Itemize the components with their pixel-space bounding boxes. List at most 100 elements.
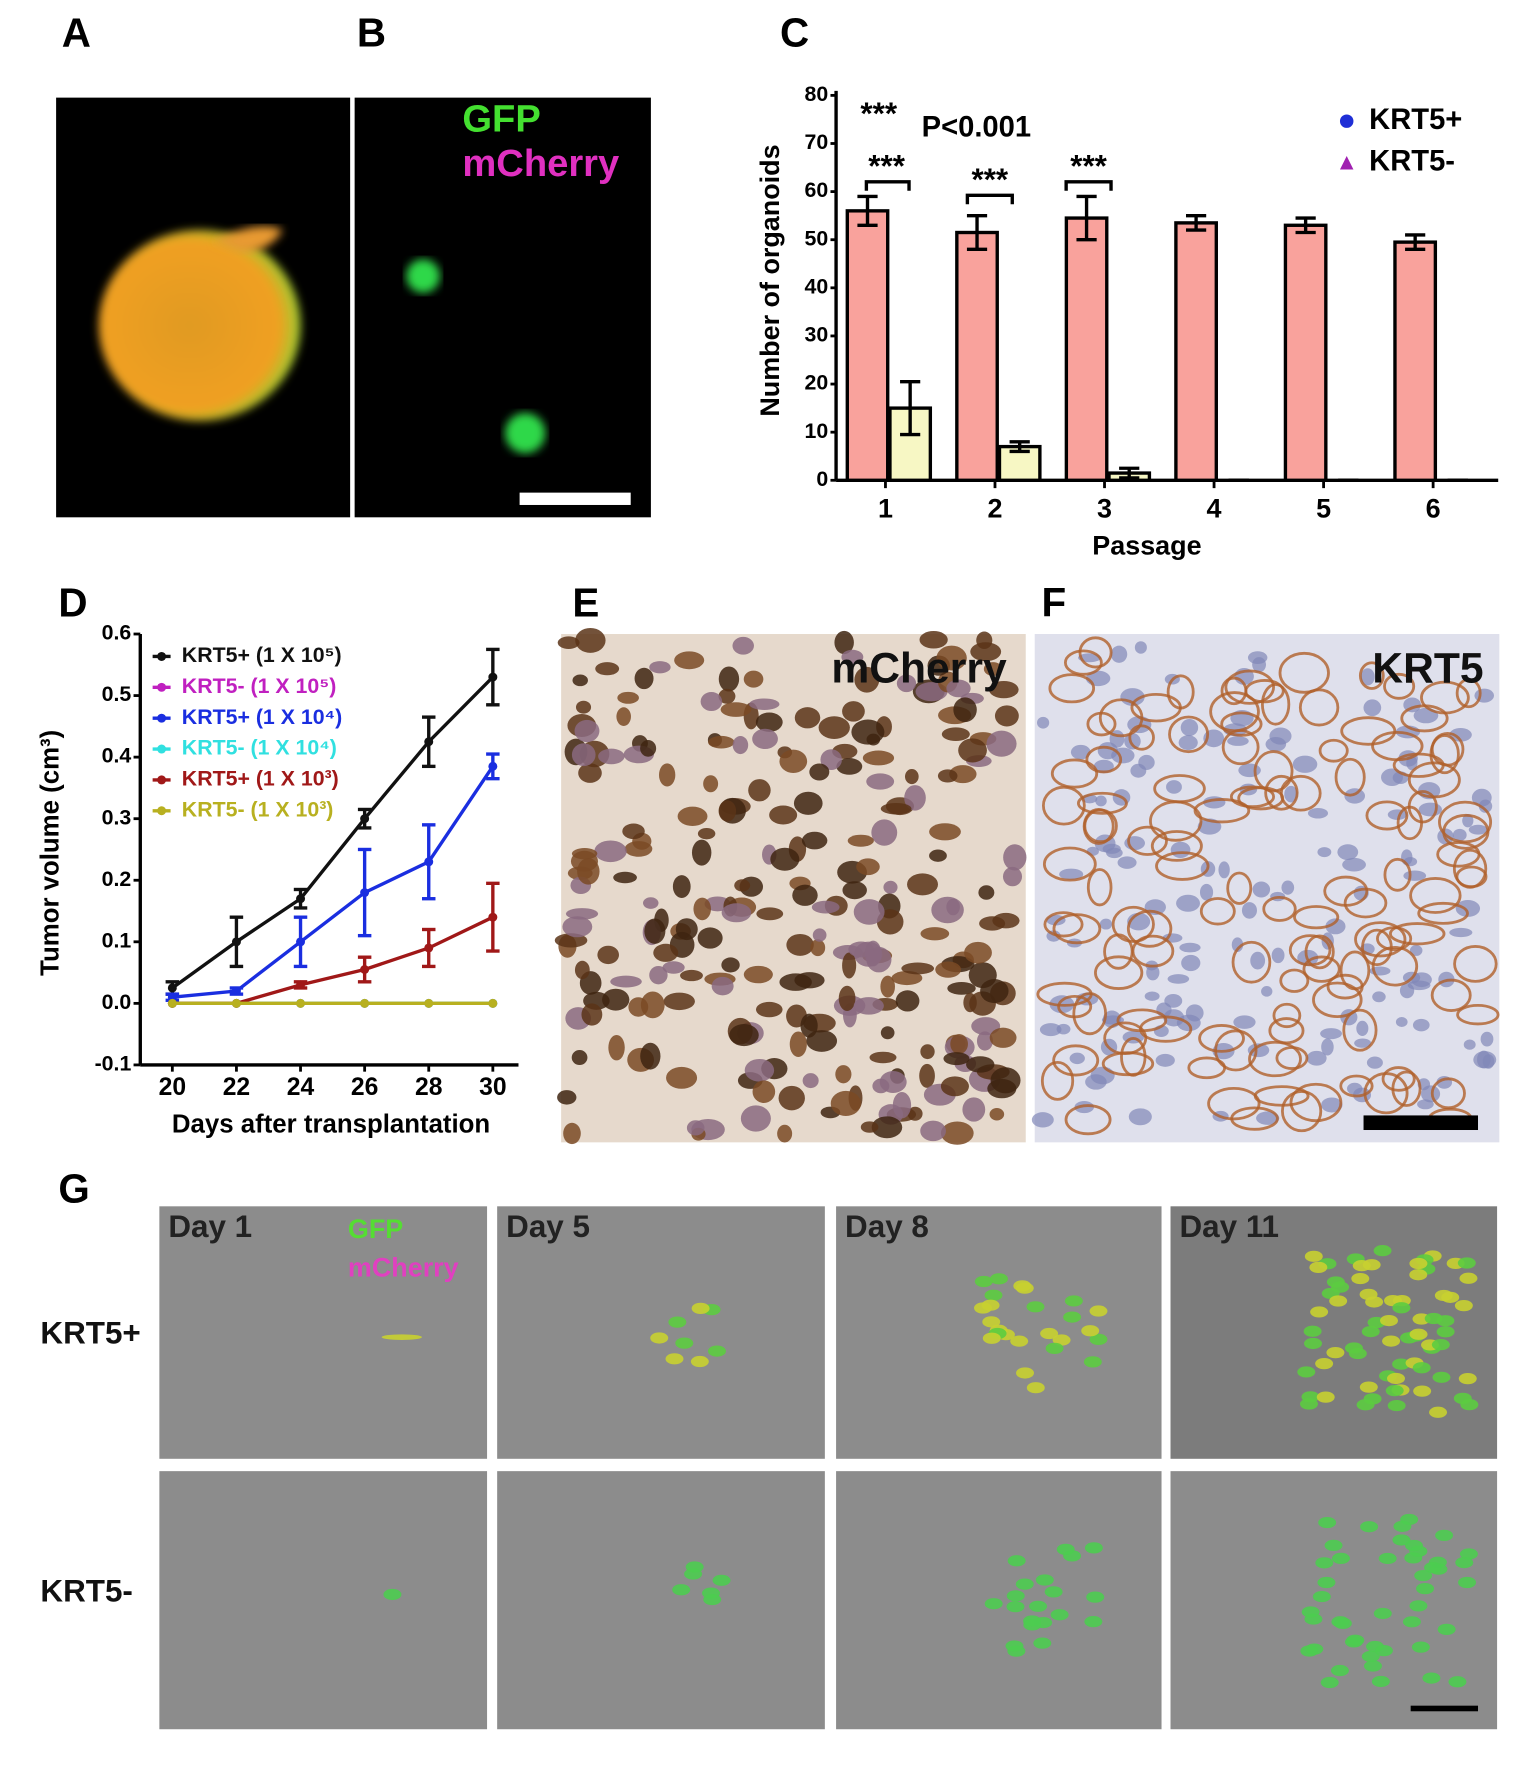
nucleus (1218, 861, 1230, 879)
cell (1416, 1582, 1435, 1595)
membrane (1455, 678, 1482, 709)
panel-b-image (354, 97, 651, 518)
bracket (965, 193, 1014, 205)
nucleus (1381, 768, 1403, 786)
cell (1392, 1358, 1411, 1370)
membrane (1264, 774, 1299, 811)
bar (1283, 223, 1328, 482)
nucleus (562, 916, 593, 938)
nucleus (802, 1073, 819, 1089)
y-tick-label: 0.4 (102, 744, 132, 768)
cell (1064, 1295, 1083, 1307)
column-label: Day 1 (168, 1209, 252, 1244)
cell (1044, 1586, 1063, 1598)
cell (1301, 1391, 1320, 1403)
cell (974, 1275, 993, 1288)
cell (1006, 1601, 1025, 1613)
nucleus (572, 674, 588, 687)
cell (1409, 1269, 1428, 1281)
nucleus (904, 768, 919, 785)
x-tick-label: 30 (479, 1074, 506, 1101)
nucleus (929, 849, 947, 862)
nucleus (871, 1116, 903, 1139)
nucleus (686, 1120, 705, 1136)
cell (1005, 1640, 1024, 1652)
nucleus (693, 897, 712, 921)
scale-bar (1363, 1115, 1479, 1131)
label-krt5: KRT5 (1372, 644, 1483, 692)
point (231, 986, 241, 996)
nucleus (644, 918, 666, 944)
nucleus (749, 698, 780, 710)
nucleus (674, 651, 705, 670)
membrane (1312, 981, 1363, 1019)
legend-marker (157, 682, 167, 692)
stain (1031, 636, 1500, 1136)
y-tick-label: 0.5 (102, 682, 132, 706)
cell (1316, 1391, 1335, 1403)
membrane (1442, 813, 1490, 850)
nucleus (1455, 899, 1481, 917)
nucleus (895, 990, 920, 1012)
stain (554, 627, 1027, 1145)
membrane (1127, 825, 1168, 856)
label-mcherry: mCherry (348, 1252, 459, 1282)
nucleus (818, 716, 850, 739)
nucleus (880, 975, 895, 998)
cell (1432, 1371, 1451, 1383)
nucleus (1317, 847, 1332, 858)
cell (1437, 1623, 1456, 1635)
panel-label: B (357, 10, 386, 56)
nucleus (880, 1026, 895, 1040)
y-tick-label: 20 (805, 371, 829, 395)
membrane (1430, 1077, 1466, 1110)
cell (1431, 1339, 1450, 1351)
nucleus (962, 1097, 986, 1122)
y-tick-label: 10 (805, 419, 829, 443)
nucleus (809, 763, 830, 781)
membrane (1429, 734, 1460, 775)
membrane (1130, 692, 1182, 723)
nucleus (971, 1017, 1001, 1036)
nucleus (1412, 1018, 1430, 1032)
nucleus (1252, 881, 1271, 898)
nucleus (700, 691, 723, 712)
cell (707, 1345, 726, 1357)
nucleus (1110, 645, 1128, 663)
nucleus (1452, 828, 1467, 842)
membrane (1221, 729, 1260, 766)
nucleus (1480, 1031, 1494, 1047)
cell (650, 1332, 669, 1344)
cell (1412, 1362, 1431, 1374)
nucleus (1102, 843, 1121, 854)
nucleus (1252, 657, 1267, 673)
nucleus (1037, 716, 1050, 729)
cell (1402, 1616, 1421, 1628)
nucleus (640, 991, 665, 1019)
nucleus (574, 719, 600, 743)
nucleus (755, 712, 783, 732)
annotation: P<0.001 (922, 112, 1031, 144)
nucleus (662, 961, 685, 974)
nucleus (1227, 736, 1249, 746)
membrane (1371, 945, 1419, 987)
nucleus (901, 962, 935, 975)
cell (1312, 1590, 1331, 1603)
nucleus (602, 988, 630, 1011)
nucleus (1031, 1112, 1054, 1128)
column-label: Day 11 (1179, 1209, 1279, 1244)
nucleus (571, 743, 596, 767)
cell (1329, 1295, 1348, 1307)
cell (1081, 1325, 1100, 1337)
nucleus (778, 1085, 805, 1111)
cell (712, 1574, 731, 1586)
membrane (1126, 909, 1173, 948)
nucleus (976, 1031, 993, 1051)
nucleus (866, 773, 895, 790)
membrane (1289, 1082, 1343, 1123)
nucleus (793, 791, 823, 815)
point (296, 980, 306, 990)
nucleus (1250, 951, 1266, 970)
nucleus (697, 827, 716, 840)
cell (1330, 1664, 1349, 1677)
